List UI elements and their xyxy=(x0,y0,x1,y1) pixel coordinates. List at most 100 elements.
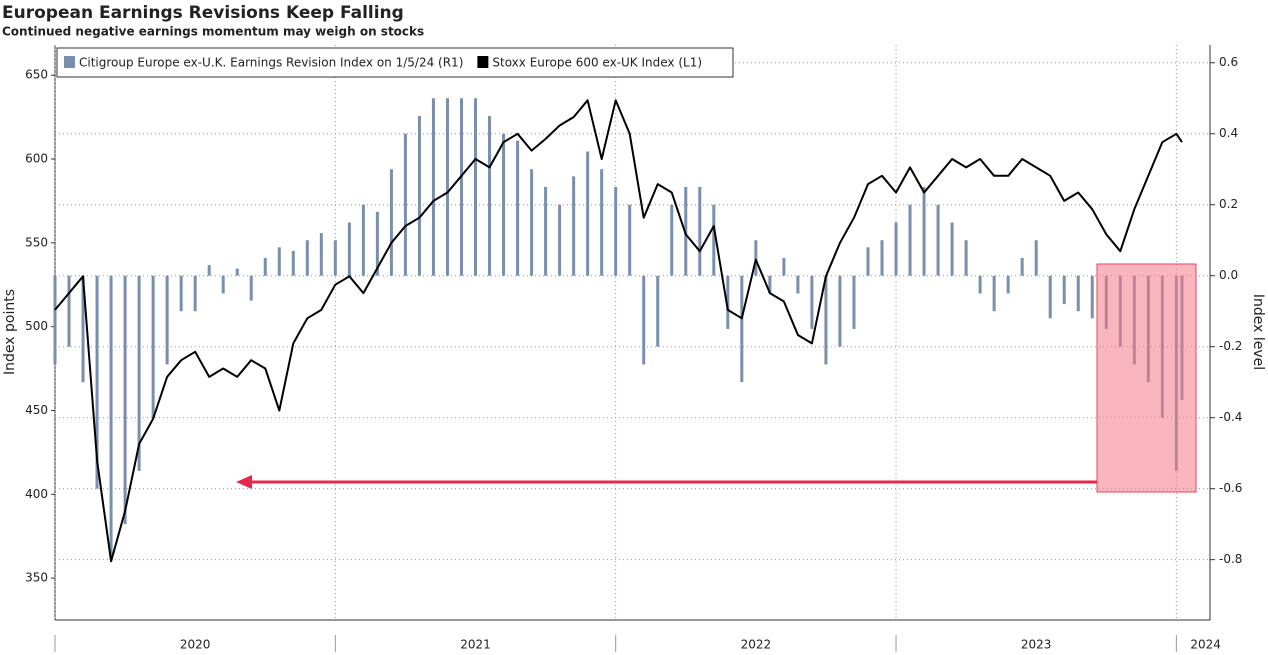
bar xyxy=(95,275,99,489)
bar xyxy=(207,265,211,276)
bar xyxy=(628,204,632,276)
bar xyxy=(263,257,267,276)
y2-tick-label: 0.6 xyxy=(1219,55,1238,69)
bar xyxy=(389,169,393,276)
bar xyxy=(1062,275,1066,305)
bar xyxy=(361,204,365,276)
bar xyxy=(964,240,968,276)
bar xyxy=(712,204,716,276)
bar xyxy=(123,275,127,525)
bar xyxy=(179,275,183,312)
bar xyxy=(1034,240,1038,276)
legend: Citigroup Europe ex-U.K. Earnings Revisi… xyxy=(56,47,734,78)
bar xyxy=(796,275,800,294)
bar xyxy=(488,115,492,276)
plot: 350 400 450 500 550 600 650 -0.8 -0.6 -0.4 -0.2 0.0… xyxy=(25,45,1242,652)
bar xyxy=(600,169,604,276)
bar xyxy=(249,275,253,301)
bar xyxy=(1048,275,1052,319)
legend-label: Citigroup Europe ex-U.K. Earnings Revisi… xyxy=(79,56,463,70)
y2-tick-label: 0.4 xyxy=(1219,126,1238,140)
y2-tick-label: 0.0 xyxy=(1219,268,1238,282)
y2-tick-label: -0.2 xyxy=(1219,339,1242,353)
bar xyxy=(137,275,141,471)
bar xyxy=(614,186,618,276)
highlight-box xyxy=(1096,263,1197,493)
bar xyxy=(474,98,478,276)
bar xyxy=(516,140,520,276)
bar xyxy=(670,204,674,276)
x-tick-label: 2020 xyxy=(180,638,211,652)
bar xyxy=(656,275,660,347)
bar xyxy=(754,240,758,276)
y-tick-label: 400 xyxy=(25,487,48,501)
bar xyxy=(642,275,646,365)
bar xyxy=(936,204,940,276)
bar xyxy=(698,186,702,276)
bar xyxy=(530,169,534,276)
bar xyxy=(908,204,912,276)
bar xyxy=(193,275,197,312)
legend-swatch xyxy=(477,56,489,68)
bar xyxy=(586,151,590,276)
y2-tick-label: -0.6 xyxy=(1219,481,1242,495)
bar xyxy=(866,247,870,276)
line xyxy=(54,99,1183,563)
bar xyxy=(459,98,463,276)
chart-subtitle: Continued negative earnings momentum may… xyxy=(2,25,424,39)
bar xyxy=(445,98,449,276)
bar xyxy=(544,186,548,276)
bar xyxy=(1020,257,1024,276)
bar xyxy=(221,275,225,294)
x-tick-label: 2023 xyxy=(1021,638,1052,652)
y2-tick-label: -0.4 xyxy=(1219,410,1242,424)
bar xyxy=(81,275,85,383)
bar xyxy=(1090,275,1094,319)
bar xyxy=(880,240,884,276)
bar xyxy=(53,275,57,365)
y-tick-label: 350 xyxy=(25,571,48,585)
bar xyxy=(347,222,351,276)
bar xyxy=(768,275,772,294)
bar xyxy=(165,275,169,365)
bar xyxy=(824,275,828,365)
bar xyxy=(151,275,155,418)
x-tick-label: 2022 xyxy=(741,638,772,652)
bar xyxy=(894,222,898,276)
y2-tick-label: -0.8 xyxy=(1219,552,1242,566)
bar xyxy=(319,233,323,276)
x-tick-label: 2024 xyxy=(1190,638,1221,652)
bar xyxy=(1006,275,1010,294)
y-tick-label: 550 xyxy=(25,235,48,249)
y2-tick-label: 0.2 xyxy=(1219,197,1238,211)
bar xyxy=(726,275,730,329)
bar xyxy=(431,98,435,276)
bar xyxy=(333,240,337,276)
y-tick-label: 600 xyxy=(25,151,48,165)
legend-label: Stoxx Europe 600 ex-UK Index (L1) xyxy=(492,56,702,70)
y2-axis-label: Index level xyxy=(1250,294,1266,370)
y-tick-label: 450 xyxy=(25,403,48,417)
bar xyxy=(277,247,281,276)
bar xyxy=(852,275,856,329)
bar xyxy=(922,186,926,276)
chart-title: European Earnings Revisions Keep Falling xyxy=(2,3,404,23)
bar xyxy=(67,275,71,347)
bar xyxy=(375,211,379,276)
legend-box xyxy=(56,47,734,78)
arrow-head xyxy=(236,475,252,489)
bar xyxy=(109,275,113,560)
bar xyxy=(502,133,506,276)
bar xyxy=(417,115,421,276)
bar xyxy=(1076,275,1080,312)
y-tick-label: 650 xyxy=(25,68,48,82)
bar xyxy=(992,275,996,312)
bar xyxy=(235,268,239,276)
y-tick-label: 500 xyxy=(25,319,48,333)
bar xyxy=(810,275,814,329)
bar xyxy=(978,275,982,294)
y-axis-label: Index points xyxy=(2,289,18,375)
bar xyxy=(403,133,407,276)
bar xyxy=(782,257,786,276)
